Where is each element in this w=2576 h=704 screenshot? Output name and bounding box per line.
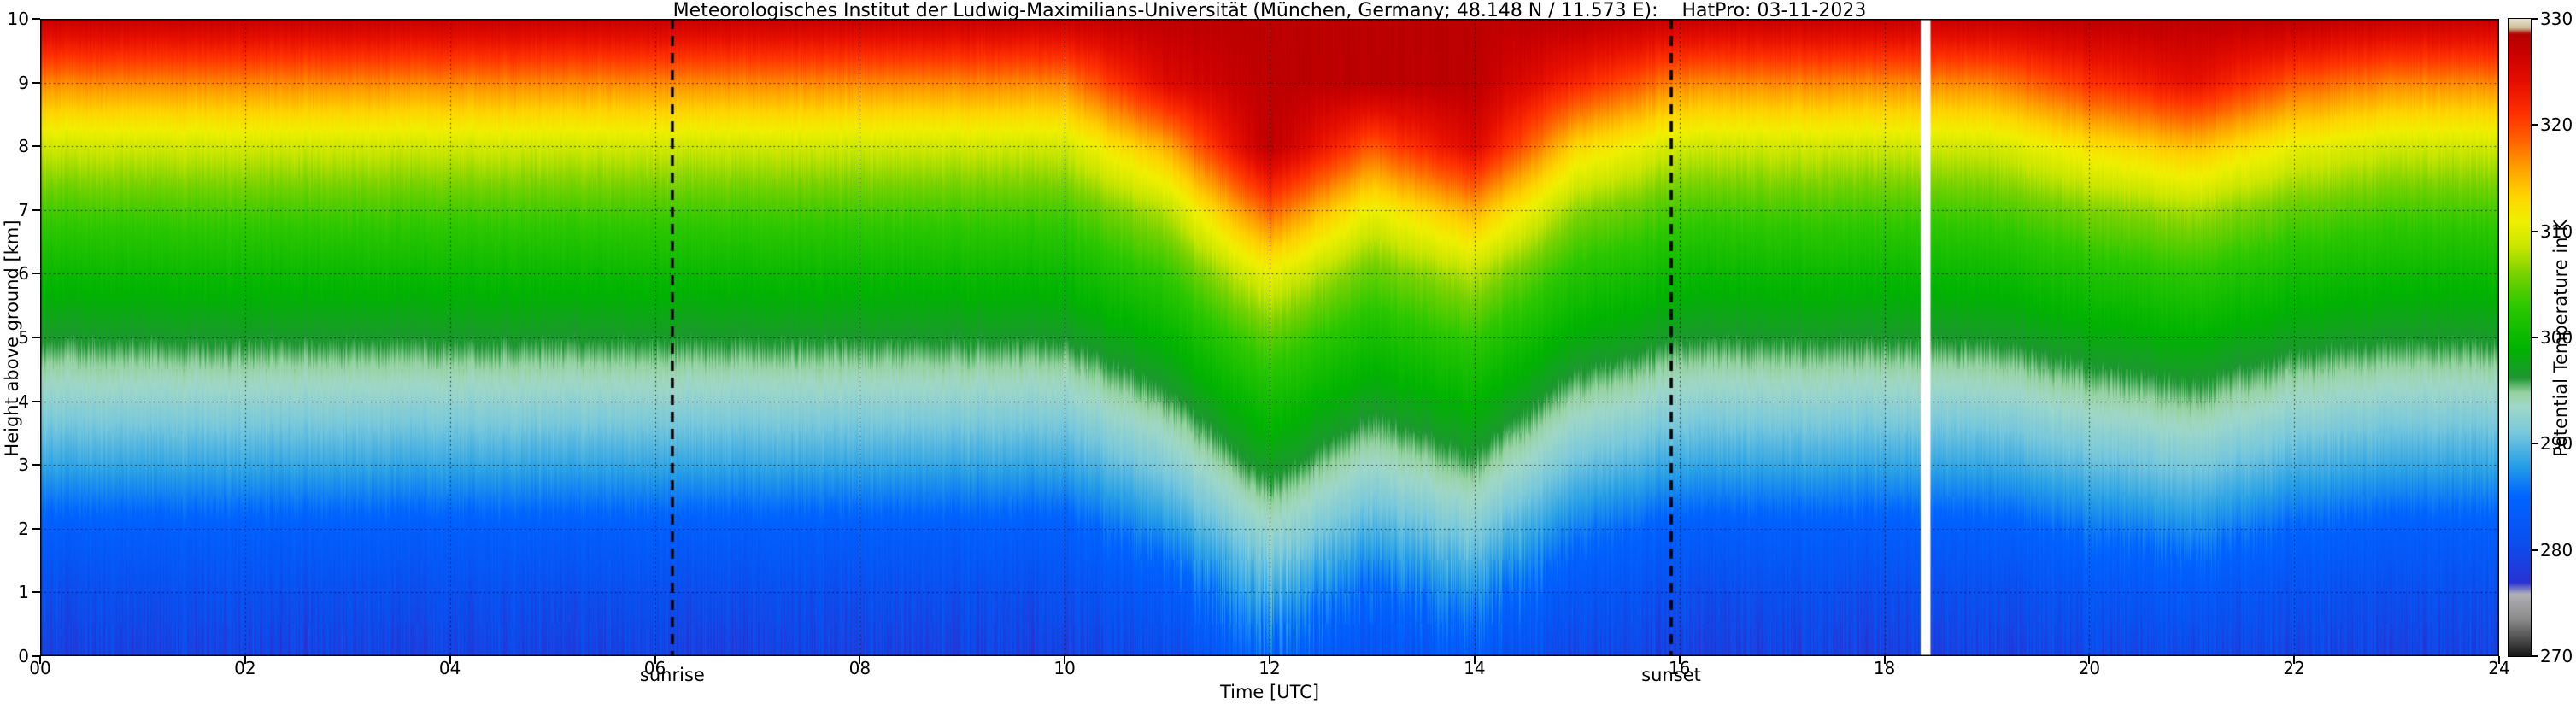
colorbar-tick [2531,124,2538,126]
x-tick-label: 06 [643,658,666,678]
y-tick [32,145,40,148]
chart-title: Meteorologisches Institut der Ludwig-Max… [672,0,1867,21]
x-tick [654,656,656,664]
colorbar-tick-label: 300 [2540,327,2573,348]
x-tick-label: 12 [1259,658,1281,678]
y-tick [32,527,40,530]
x-tick [1678,656,1681,664]
colorbar-tick [2531,655,2538,657]
x-tick [1883,656,1886,664]
y-tick [32,208,40,211]
colorbar-tick-label: 330 [2540,9,2573,29]
y-tick-label: 2 [18,518,29,539]
colorbar-tick [2531,443,2538,445]
sunrise-label: sunrise [639,665,705,685]
x-tick-label: 16 [1668,658,1691,678]
heatmap-plot [40,19,2499,656]
y-tick [32,591,40,594]
x-tick [2088,656,2091,664]
x-tick-label: 14 [1464,658,1486,678]
y-tick [32,655,40,657]
y-tick-label: 3 [18,455,29,476]
sunset-label: sunset [1641,665,1701,685]
x-tick [449,656,451,664]
x-axis-label: Time [UTC] [1219,682,1320,702]
x-tick-label: 04 [438,658,461,678]
y-tick-label: 0 [18,646,29,666]
x-tick [244,656,246,664]
colorbar [2508,18,2532,657]
y-tick [32,337,40,338]
y-tick-label: 5 [18,327,29,348]
y-tick-label: 4 [18,390,29,412]
colorbar-tick [2531,549,2538,551]
colorbar-tick-label: 320 [2540,114,2573,136]
y-tick-label: 7 [18,199,29,220]
colorbar-tick-label: 290 [2540,433,2573,455]
colorbar-tick [2531,337,2538,338]
colorbar-tick-label: 280 [2540,539,2573,560]
y-tick [32,18,40,20]
y-tick-label: 6 [18,263,29,285]
x-tick [1269,656,1270,664]
y-tick [32,400,40,402]
x-tick [39,656,41,664]
x-tick-label: 02 [234,658,256,678]
x-tick [1064,656,1066,664]
x-tick-label: 22 [2283,658,2305,678]
x-tick-label: 10 [1053,658,1076,678]
y-tick-label: 10 [7,9,29,29]
x-tick-label: 20 [2078,658,2101,678]
x-tick-label: 18 [1873,658,1896,678]
x-tick [859,656,861,664]
y-tick-label: 8 [18,136,29,157]
x-tick-label: 00 [29,658,51,678]
colorbar-tick [2531,18,2538,20]
colorbar-tick-label: 270 [2540,646,2573,666]
x-tick-label: 24 [2488,658,2510,678]
x-tick [1473,656,1476,664]
y-tick [32,81,40,84]
x-tick-label: 08 [848,658,871,678]
x-tick [2293,656,2296,664]
y-tick-label: 1 [18,582,29,603]
y-tick-label: 9 [18,72,29,93]
colorbar-tick [2531,230,2538,232]
y-tick [32,273,40,275]
y-tick [32,464,40,466]
colorbar-tick-label: 310 [2540,220,2573,242]
x-tick [2498,656,2500,664]
